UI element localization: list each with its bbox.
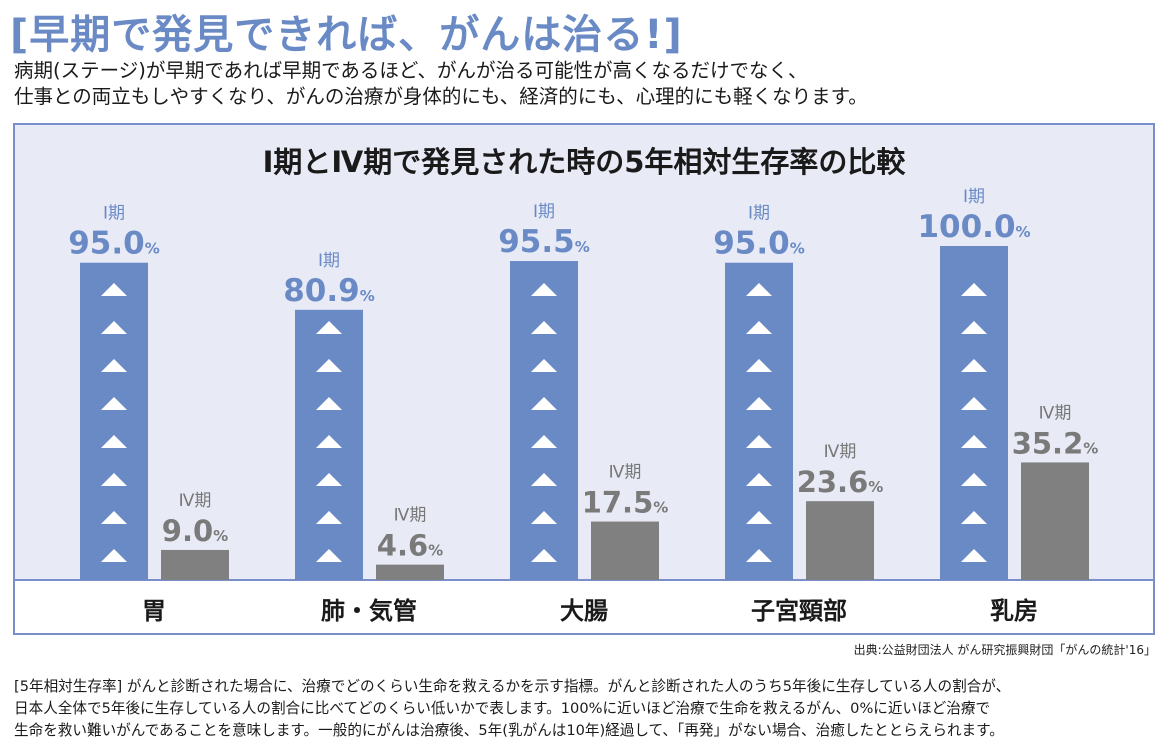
stage1-value-label: 95.0%: [713, 226, 805, 262]
bar-triangle-icon: [961, 549, 987, 562]
bar-triangle-icon: [101, 549, 127, 562]
bar-triangle-icon: [961, 511, 987, 524]
chart-canvas: I期とⅣ期で発見された時の5年相対生存率の比較95.0%I期9.0%Ⅳ期胃80.…: [15, 145, 1153, 633]
bar-triangle-icon: [101, 397, 127, 410]
bar-triangle-icon: [316, 511, 342, 524]
bar-triangle-icon: [101, 283, 127, 296]
bar-triangle-icon: [101, 435, 127, 448]
stage1-series-label: I期: [533, 202, 555, 222]
stage4-bar: [1021, 462, 1089, 580]
bar-triangle-icon: [746, 549, 772, 562]
note-line-2: 日本人全体で5年後に生存している人の割合に比べてどのくらい低いかで表します。10…: [14, 700, 991, 717]
stage4-series-label: Ⅳ期: [394, 506, 427, 526]
definition-note: [5年相対生存率] がんと診断された場合に、治療でどのくらい生命を救えるかを示す…: [14, 676, 1164, 742]
stage4-series-label: Ⅳ期: [1039, 403, 1072, 423]
bar-triangle-icon: [746, 397, 772, 410]
survival-rate-chart: I期とⅣ期で発見された時の5年相対生存率の比較 95.0% I期 9.0% Ⅳ期胃 80.…: [13, 123, 1155, 635]
bar-triangle-icon: [101, 511, 127, 524]
bar-triangle-icon: [316, 359, 342, 372]
bar-triangle-icon: [316, 321, 342, 334]
bar-triangle-icon: [101, 321, 127, 334]
stage4-series-label: Ⅳ期: [179, 491, 212, 511]
bar-triangle-icon: [746, 321, 772, 334]
category-label: 胃: [142, 597, 166, 625]
bar-triangle-icon: [531, 473, 557, 486]
bar-triangle-icon: [531, 397, 557, 410]
stage4-value-label: 35.2%: [1012, 426, 1099, 460]
intro-line-2: 仕事との両立もしやすくなり、がんの治療が身体的にも、経済的にも、心理的にも軽くな…: [14, 85, 868, 108]
bar-triangle-icon: [746, 283, 772, 296]
chart-title: I期とⅣ期で発見された時の5年相対生存率の比較: [263, 145, 907, 179]
stage1-bar: [725, 262, 793, 580]
bar-triangle-icon: [961, 435, 987, 448]
stage1-bar: [80, 262, 148, 580]
bar-triangle-icon: [316, 397, 342, 410]
stage1-value-label: 95.5%: [498, 224, 590, 260]
stage1-bar: [940, 246, 1008, 580]
bar-triangle-icon: [531, 321, 557, 334]
stage4-bar: [161, 549, 229, 580]
note-line-1: [5年相対生存率] がんと診断された場合に、治療でどのくらい生命を救えるかを示す…: [14, 678, 1011, 695]
stage4-value-label: 17.5%: [582, 486, 669, 520]
bar-triangle-icon: [531, 359, 557, 372]
bar-triangle-icon: [531, 511, 557, 524]
bar-triangle-icon: [961, 321, 987, 334]
category-label: 大腸: [560, 597, 608, 625]
bar-triangle-icon: [101, 473, 127, 486]
stage1-value-label: 100.0%: [917, 209, 1030, 245]
intro-text: 病期(ステージ)が早期であれば早期であるほど、がんが治る可能性が高くなるだけでな…: [14, 58, 1164, 110]
bar-triangle-icon: [531, 435, 557, 448]
bar-triangle-icon: [961, 473, 987, 486]
stage4-value-label: 23.6%: [797, 465, 884, 499]
note-line-3: 生命を救い難いがんであることを意味します。一般的にがんは治療後、5年(乳がんは1…: [14, 722, 1004, 739]
stage1-value-label: 95.0%: [68, 226, 160, 262]
stage1-bar: [510, 261, 578, 580]
bar-triangle-icon: [746, 359, 772, 372]
stage4-series-label: Ⅳ期: [824, 442, 857, 462]
bar-triangle-icon: [746, 511, 772, 524]
bar-triangle-icon: [316, 473, 342, 486]
bar-triangle-icon: [316, 549, 342, 562]
category-strip: [15, 580, 1153, 633]
stage1-series-label: I期: [103, 204, 125, 224]
source-citation: 出典:公益財団法人 がん研究振興財団「がんの統計'16」: [853, 643, 1156, 657]
page-headline: [早期で発見できれば、がんは治る!]: [10, 12, 683, 58]
category-label: 肺・気管: [321, 597, 417, 625]
stage1-value-label: 80.9%: [283, 273, 375, 309]
stage4-bar: [806, 501, 874, 580]
bar-triangle-icon: [316, 435, 342, 448]
stage4-value-label: 4.6%: [377, 529, 443, 563]
bar-triangle-icon: [746, 473, 772, 486]
bar-triangle-icon: [746, 435, 772, 448]
bar-triangle-icon: [961, 397, 987, 410]
stage4-value-label: 9.0%: [162, 514, 228, 548]
stage4-series-label: Ⅳ期: [609, 463, 642, 483]
category-label: 子宮頸部: [751, 597, 847, 625]
stage4-bar: [376, 564, 444, 580]
stage1-series-label: I期: [963, 187, 985, 207]
bar-triangle-icon: [531, 549, 557, 562]
bar-triangle-icon: [961, 283, 987, 296]
category-label: 乳房: [990, 597, 1038, 625]
intro-line-1: 病期(ステージ)が早期であれば早期であるほど、がんが治る可能性が高くなるだけでな…: [14, 59, 808, 82]
bar-triangle-icon: [961, 359, 987, 372]
bar-triangle-icon: [101, 359, 127, 372]
stage1-series-label: I期: [748, 204, 770, 224]
bar-triangle-icon: [531, 283, 557, 296]
stage1-series-label: I期: [318, 251, 340, 271]
stage4-bar: [591, 521, 659, 580]
